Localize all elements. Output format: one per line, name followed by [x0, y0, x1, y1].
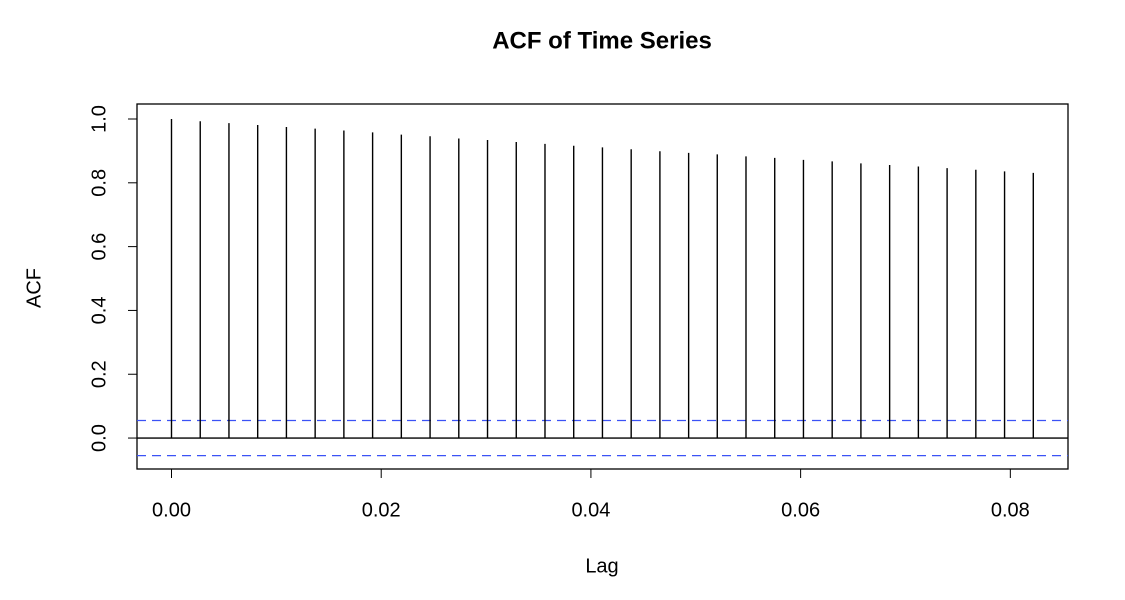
- y-tick-label: 0.8: [88, 169, 110, 197]
- y-tick-label: 1.0: [88, 105, 110, 133]
- y-tick-label: 0.4: [88, 297, 110, 325]
- plot-frame: [136, 103, 1069, 470]
- x-tick-label: 0.04: [571, 499, 610, 521]
- chart-title: ACF of Time Series: [492, 27, 712, 54]
- x-axis-label: Lag: [585, 555, 618, 577]
- x-tick-label: 0.02: [362, 499, 401, 521]
- y-axis-label: ACF: [23, 268, 45, 308]
- x-tick-label: 0.06: [781, 499, 820, 521]
- y-tick-label: 0.2: [88, 360, 110, 388]
- x-tick-label: 0.00: [152, 499, 191, 521]
- y-tick-label: 0.6: [88, 233, 110, 261]
- x-tick-label: 0.08: [991, 499, 1030, 521]
- y-tick-label: 0.0: [88, 424, 110, 452]
